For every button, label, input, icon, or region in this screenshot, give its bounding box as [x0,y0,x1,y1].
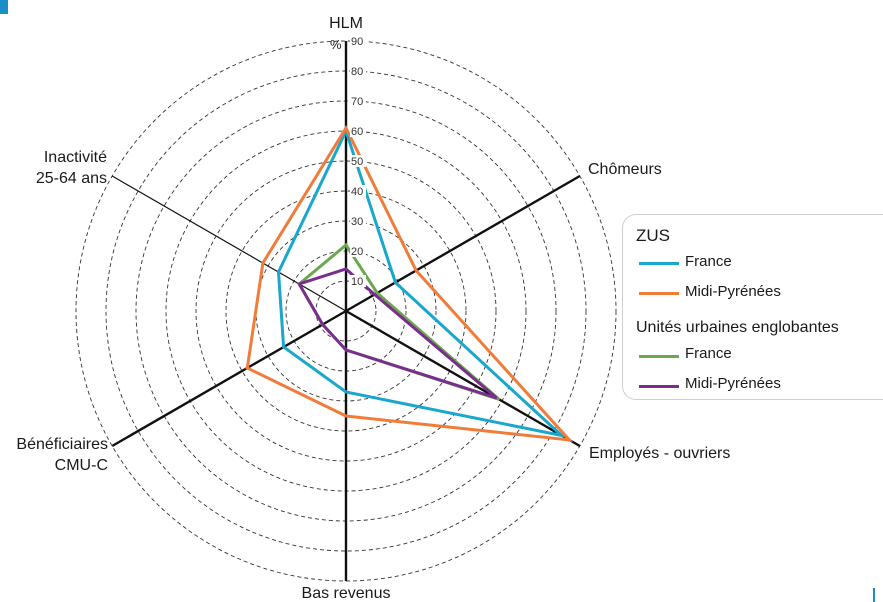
axis-label-line: 25-64 ans [36,170,107,187]
axis-label: Bénéficiaires CMU-C [16,436,108,474]
tick-label: 60 [351,126,363,138]
axis-line [111,175,347,312]
tick-label: 10 [351,276,363,288]
tick-label: 90 [351,36,363,48]
legend-item-uu-france: France [685,345,732,362]
grid-circle [225,190,467,432]
tick-label: 40 [351,186,363,198]
legend-group-zus-title: ZUS [636,226,670,245]
legend-swatch-uu-midi-pyrenees [639,385,679,388]
grid-circle [195,160,497,462]
axis-label-line: HLM [329,15,363,32]
series-polygon [276,126,567,439]
accent-bar [0,0,8,14]
axis-label-line: Bas revenus [302,585,391,602]
axis-line [345,309,581,448]
radar-axes [111,41,581,581]
radar-series [245,124,574,442]
series-polygon [296,267,498,400]
tick-label: 80 [351,66,363,78]
tick-label-bg [350,125,366,137]
tick-label: 20 [351,246,363,258]
legend-group-uu-title: Unités urbaines englobantes [636,319,839,336]
tick-label-bg [350,155,366,167]
axis-label: Chômeurs [588,161,662,178]
legend-item-uu-midi-pyrenees: Midi-Pyrénées [685,375,781,392]
axis-label: HLM [329,15,363,32]
axis-label: Employés - ouvriers [589,445,730,462]
tick-label-bg [350,65,366,77]
tick-label-bg [350,245,366,257]
tick-label: 50 [351,156,363,168]
legend-item-zus-france: France [685,253,732,270]
tick-label-bg [350,35,366,47]
unit-label: % [330,37,342,52]
legend-item-zus-midi-pyrenees: Midi-Pyrénées [685,283,781,300]
tick-label-bg [350,185,366,197]
axis-label-line: Inactivité [44,149,107,166]
legend: ZUS France Midi-Pyrénées Unités urbaines… [622,214,883,400]
tick-label: 30 [351,216,363,228]
tick-label: 70 [351,96,363,108]
accent-bar [873,588,875,602]
axis-label-line: CMU-C [55,457,108,474]
axis-label-line: Employés - ouvriers [589,445,730,462]
axis-label: Inactivité 25-64 ans [36,149,107,187]
axis-line [345,174,581,313]
axis-label-line: Bénéficiaires [16,436,108,453]
tick-label-bg [350,275,366,287]
tick-label-bg [350,95,366,107]
radar-axis-labels: HLM Chômeurs Employés - ouvriers Bas revenu… [16,15,730,602]
axis-label-line: Chômeurs [588,161,662,178]
radar-tick-labels: 10 20 30 40 50 60 70 80 90 [350,35,366,288]
series-polygon [245,124,574,442]
legend-swatch-uu-france [639,355,679,358]
tick-label-bg [350,215,366,227]
axis-line [111,309,347,448]
axis-label: Bas revenus [302,585,391,602]
legend-swatch-zus-france [639,262,679,265]
legend-swatch-zus-midi-pyrenees [639,292,679,295]
